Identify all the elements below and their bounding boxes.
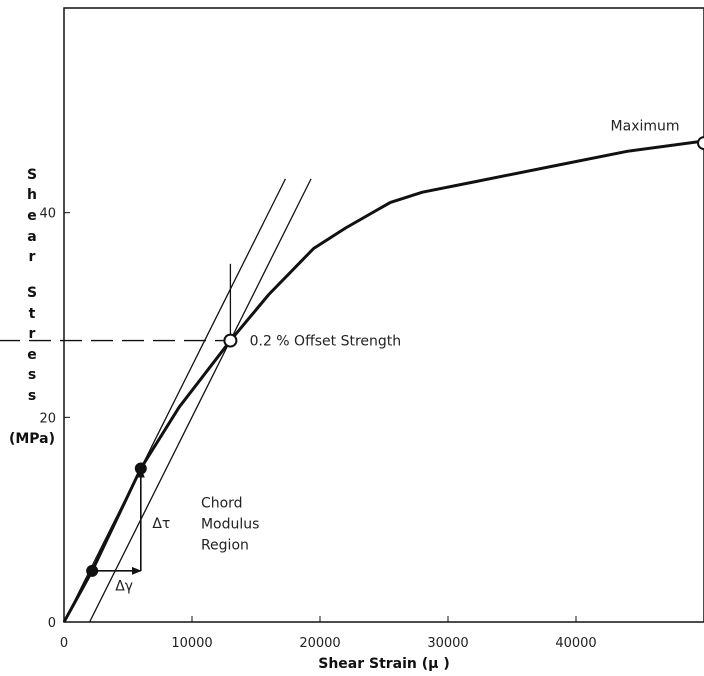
reference-line-0 xyxy=(63,178,287,623)
y-axis-title-letter-0: S xyxy=(27,167,37,183)
annotations: 0.2 % Offset Strength Maximum Chord Modulus… xyxy=(115,119,679,595)
y-axis-title-letter-2: e xyxy=(27,208,37,224)
x-tick-label-3: 30000 xyxy=(427,636,468,651)
x-tick-label-0: 0 xyxy=(60,636,68,651)
y-axis-title-letter-5: S xyxy=(27,285,37,301)
data-point-3 xyxy=(697,136,704,151)
y-axis-title-letter-9: s xyxy=(28,367,36,383)
y-axis-title-letter-4: r xyxy=(29,249,36,265)
delta-tau-label: Δτ xyxy=(152,516,170,532)
offset-strength-label: 0.2 % Offset Strength xyxy=(250,334,402,350)
marker-points xyxy=(86,136,704,577)
data-point-2 xyxy=(223,333,238,348)
chord-modulus-label-1: Modulus xyxy=(201,516,259,532)
plot-frame xyxy=(63,7,704,623)
x-tick-label-4: 40000 xyxy=(555,636,596,651)
delta-gamma-label: Δγ xyxy=(115,578,133,594)
chord-modulus-label-2: Region xyxy=(201,537,249,553)
y-tick-label-0: 0 xyxy=(48,616,56,631)
y-axis-title-letter-3: a xyxy=(27,229,36,245)
increment-arrows xyxy=(92,467,145,575)
x-tick-label-2: 20000 xyxy=(299,636,340,651)
data-point-1 xyxy=(134,462,147,475)
maximum-label: Maximum xyxy=(611,119,680,135)
chord-modulus-label-0: Chord xyxy=(201,495,243,511)
series-line-0 xyxy=(62,139,704,623)
x-tick-label-1: 10000 xyxy=(171,636,212,651)
y-axis-unit: (MPa) xyxy=(9,431,55,447)
axis-ticks: 0 10000 20000 30000 40000 0 20 40 xyxy=(39,207,596,651)
curve-layer xyxy=(62,139,704,623)
reference-line-1 xyxy=(89,178,312,623)
y-axis-title-letter-6: t xyxy=(29,306,36,322)
x-axis-title: Shear Strain (μ ) xyxy=(318,656,450,672)
data-point-0 xyxy=(86,564,99,577)
y-axis-title-letter-10: s xyxy=(28,388,36,404)
y-tick-label-1: 20 xyxy=(39,411,56,426)
y-axis-title-letter-1: h xyxy=(27,187,37,203)
y-tick-label-2: 40 xyxy=(39,207,56,222)
reference-lines xyxy=(0,178,312,623)
y-axis-title-letter-7: r xyxy=(29,326,36,342)
y-axis-title-letter-8: e xyxy=(27,347,37,363)
